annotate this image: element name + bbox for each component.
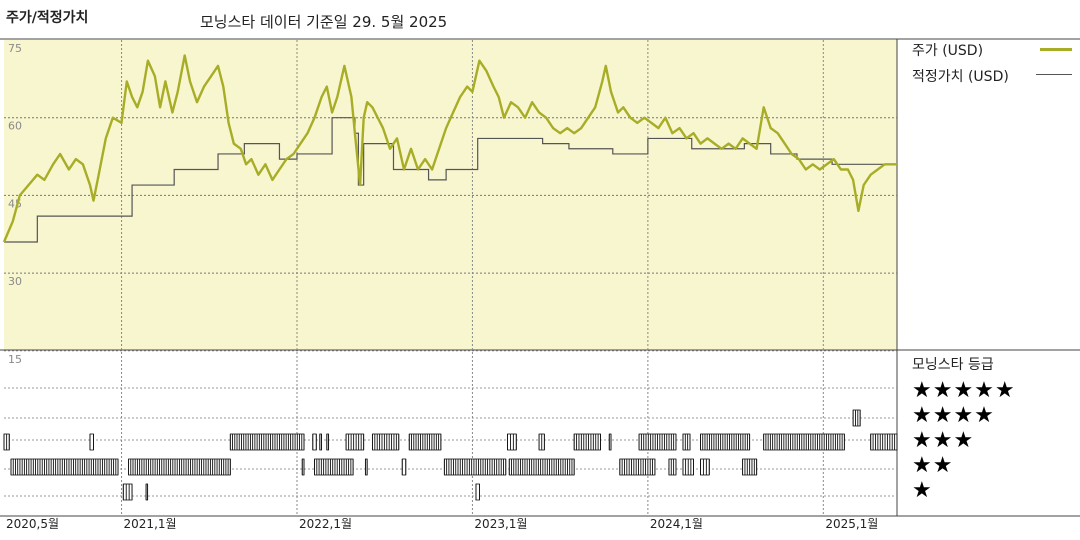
- rating-bar-outline: [682, 433, 691, 451]
- rating-bar-outline: [475, 483, 480, 501]
- rating-3-stars: ★★★: [912, 428, 975, 453]
- y-tick-label: 15: [8, 353, 22, 366]
- legend-fair-label: 적정가치 (USD): [912, 69, 1009, 85]
- rating-bar-outline: [122, 483, 133, 501]
- rating-bar-outline: [401, 458, 407, 476]
- legend-fair-swatch: [1036, 74, 1072, 75]
- rating-bar-outline: [619, 458, 656, 476]
- chart-subtitle: 모닝스타 데이터 기준일 29. 5월 2025: [200, 13, 448, 31]
- y-tick-label: 30: [8, 275, 22, 288]
- rating-title: 모닝스타 등급: [912, 357, 994, 373]
- rating-bar-outline: [89, 433, 94, 451]
- y-tick-label: 60: [8, 120, 22, 133]
- rating-2-stars: ★★: [912, 453, 954, 478]
- rating-bar-outline: [852, 409, 861, 427]
- legend-price-label: 주가 (USD): [912, 43, 984, 59]
- y-tick-label: 75: [8, 42, 22, 55]
- rating-bar-outline: [870, 433, 898, 451]
- rating-bar-outline: [508, 458, 575, 476]
- x-tick-label: 2025,1월: [825, 517, 878, 531]
- rating-bar-outline: [507, 433, 517, 451]
- rating-bar-outline: [314, 458, 354, 476]
- rating-bar-outline: [312, 433, 317, 451]
- x-tick-label: 2021,1월: [124, 517, 177, 531]
- rating-bar-outline: [372, 433, 400, 451]
- x-tick-label: 2023,1월: [474, 517, 527, 531]
- x-tick-label: 2024,1월: [650, 517, 703, 531]
- rating-bar-outline: [700, 458, 710, 476]
- rating-5-stars: ★★★★★: [912, 378, 1016, 403]
- legend-price-swatch: [1040, 48, 1072, 51]
- rating-bar-outline: [573, 433, 601, 451]
- x-tick-label: 2020,5월: [6, 517, 59, 531]
- chart-title: 주가/적정가치: [6, 10, 89, 26]
- x-tick-label: 2022,1월: [299, 517, 352, 531]
- rating-1-star: ★: [912, 478, 933, 503]
- rating-bar-outline: [668, 458, 677, 476]
- rating-4-stars: ★★★★: [912, 403, 995, 428]
- fair-value-line: [4, 117, 897, 243]
- price-line: [2, 54, 897, 243]
